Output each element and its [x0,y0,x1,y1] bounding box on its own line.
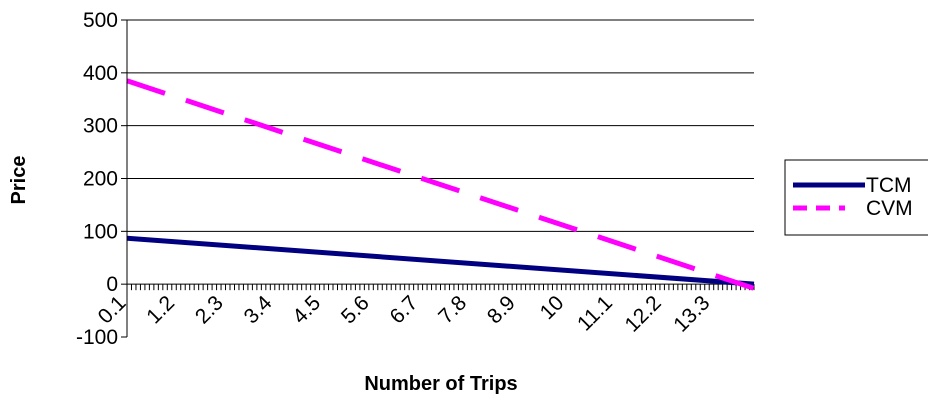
y-tick-label: 200 [83,168,118,191]
series-layer [126,78,755,291]
y-tick-label: 100 [83,220,118,243]
y-tick-label: -100 [76,326,118,349]
gridlines [127,19,754,285]
y-axis-title: Price [8,156,30,205]
x-minor-ticks [126,284,755,291]
legend-label-tcm: TCM [866,174,912,197]
y-tick-label: 500 [83,9,118,32]
y-tick-label: 0 [106,273,118,296]
series-line-tcm [126,235,755,287]
series-line-cvm [126,78,755,291]
y-tick-labels: -100 0 100 200 300 400 500 [76,9,127,349]
x-tick-label: 0.1 [94,291,131,328]
legend: TCM CVM [784,159,928,236]
legend-label-cvm: CVM [866,197,913,220]
y-tick-label: 300 [83,115,118,138]
legend-box [784,159,928,236]
x-axis-title: Number of Trips [364,373,517,395]
y-tick-label: 400 [83,62,118,85]
